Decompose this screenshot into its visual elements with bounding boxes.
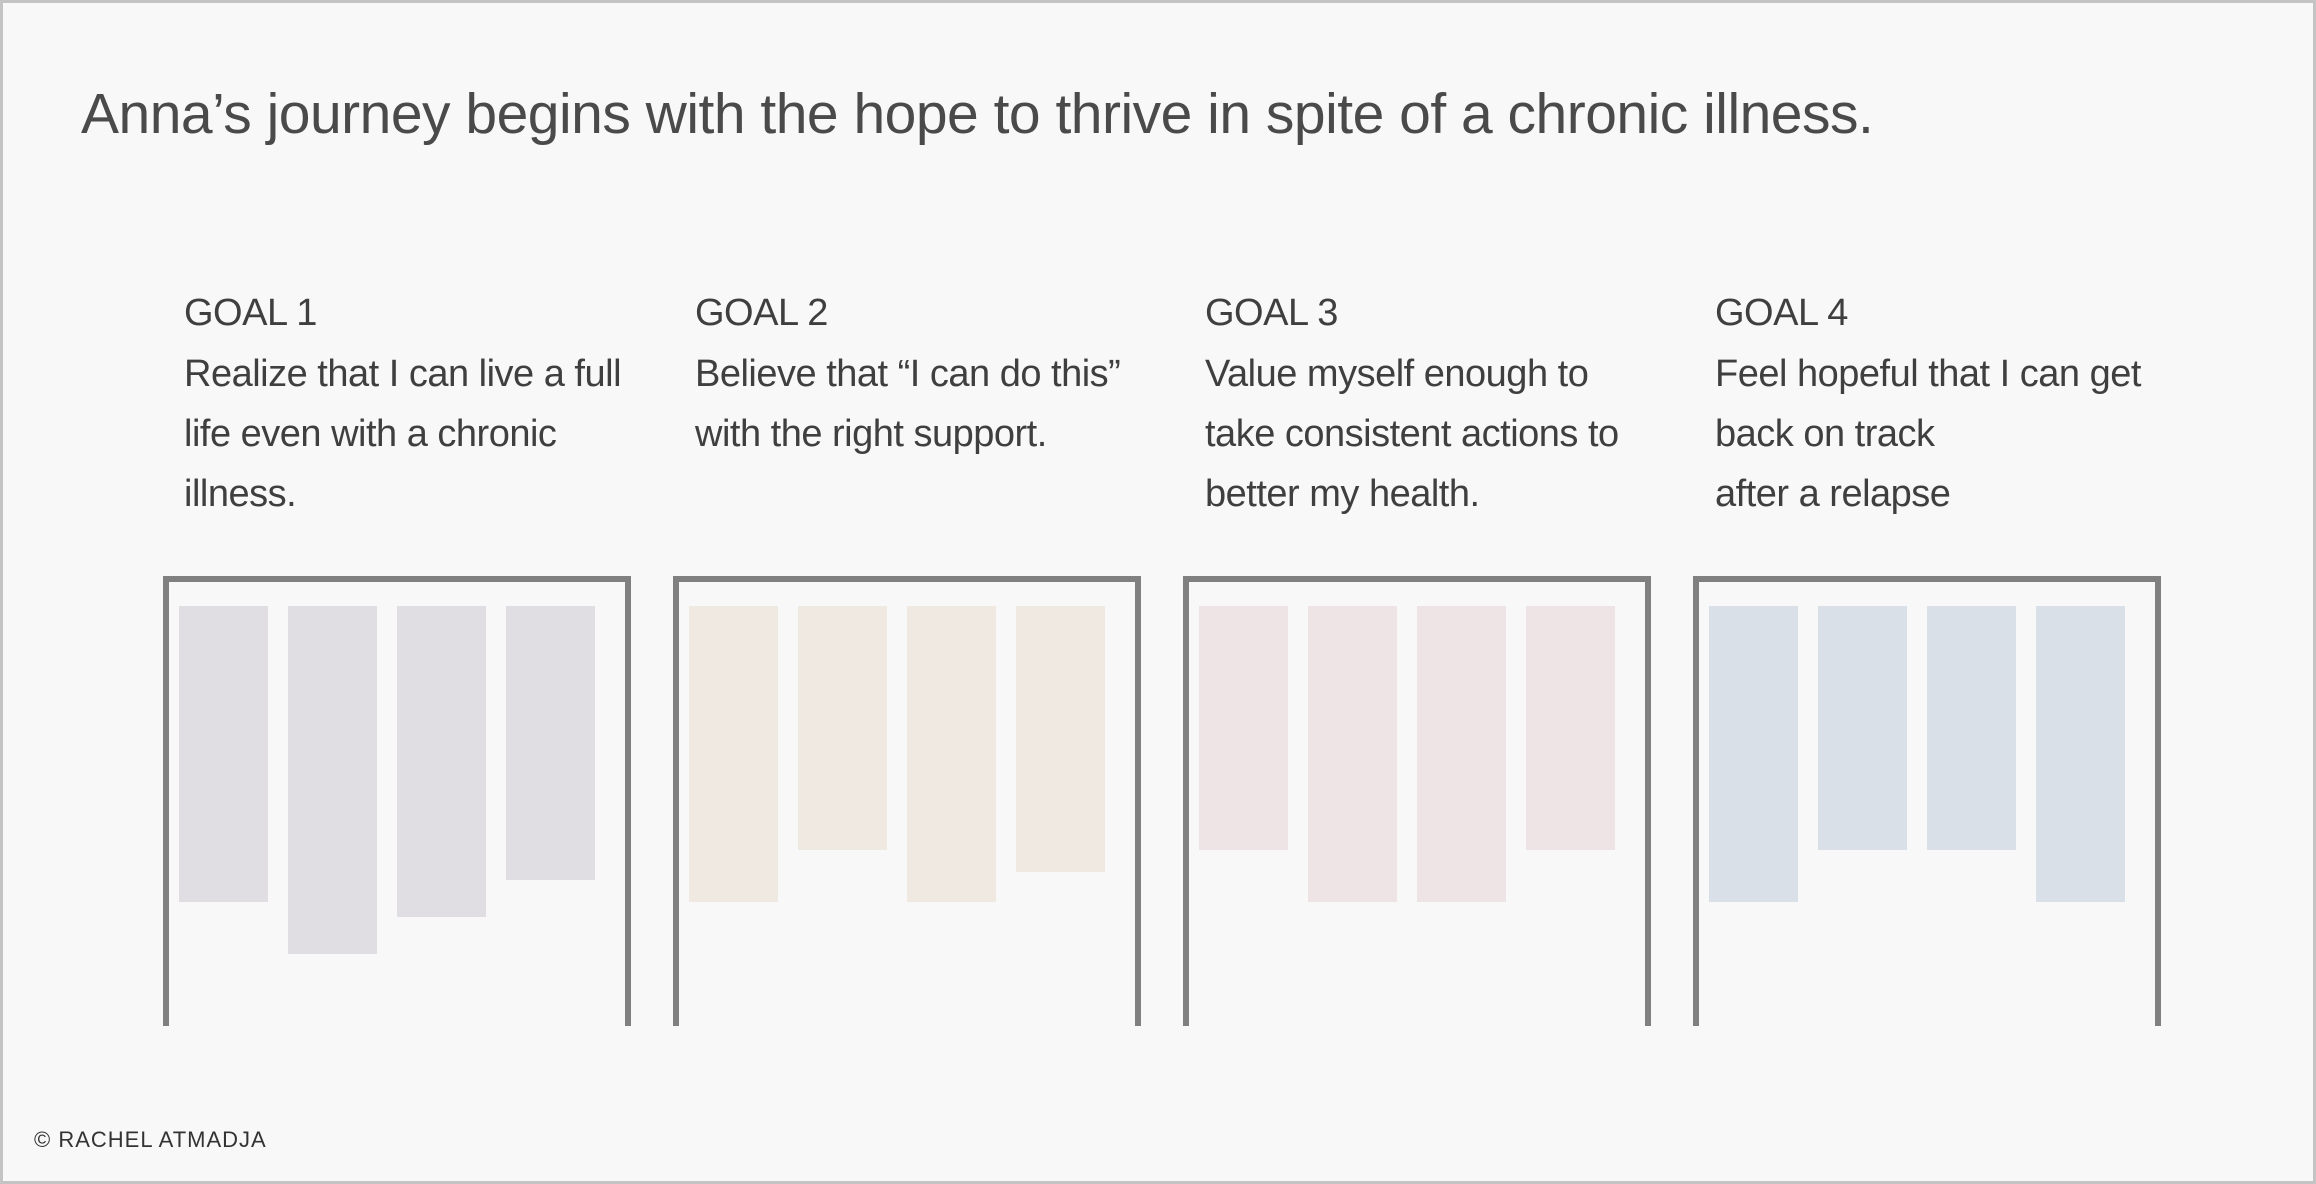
headline: Anna’s journey begins with the hope to t… xyxy=(81,82,1874,146)
goal-1-bar xyxy=(179,606,268,902)
copyright-notice: © RACHEL ATMADJA xyxy=(34,1127,267,1152)
goal-2-header: GOAL 2 Believe that “I can do this” with… xyxy=(695,290,1175,464)
goal-4-text-line: back on track xyxy=(1715,413,1935,455)
goal-3-bar xyxy=(1308,606,1397,902)
goal-2-bracket xyxy=(673,576,1141,1026)
goal-3-label: GOAL 3 xyxy=(1205,292,1338,334)
goal-1-text-line: life even with a chronic xyxy=(184,413,557,455)
goal-3-description: Value myself enough to take consistent a… xyxy=(1205,344,1685,524)
goal-1-bar xyxy=(397,606,486,917)
goal-2-bar xyxy=(689,606,778,902)
goal-1-bracket xyxy=(163,576,631,1026)
goal-4-text-line: Feel hopeful that I can get xyxy=(1715,353,2141,395)
goal-1-bar xyxy=(506,606,595,880)
goal-3-text-line: better my health. xyxy=(1205,473,1480,515)
goal-4-bar xyxy=(1709,606,1798,902)
goal-2-text-line: with the right support. xyxy=(695,413,1047,455)
goal-4-bar xyxy=(1818,606,1907,850)
goal-3-text-line: take consistent actions to xyxy=(1205,413,1619,455)
goal-3-text-line: Value myself enough to xyxy=(1205,353,1589,395)
goal-2-bar xyxy=(798,606,887,850)
goal-2-description: Believe that “I can do this” with the ri… xyxy=(695,344,1175,464)
goal-1-label: GOAL 1 xyxy=(184,292,317,334)
goal-3-header: GOAL 3 Value myself enough to take consi… xyxy=(1205,290,1685,524)
goal-4-bar xyxy=(2036,606,2125,902)
goal-2-label: GOAL 2 xyxy=(695,292,828,334)
goal-1-description: Realize that I can live a full life even… xyxy=(184,344,664,524)
goal-4-bar xyxy=(1927,606,2016,850)
goal-1-bar xyxy=(288,606,377,954)
goal-4-text-line: after a relapse xyxy=(1715,473,1951,515)
goal-3-bar xyxy=(1417,606,1506,902)
goal-3-bar xyxy=(1526,606,1615,850)
goal-3-bracket xyxy=(1183,576,1651,1026)
goal-4-header: GOAL 4 Feel hopeful that I can get back … xyxy=(1715,290,2195,524)
goal-4-bracket xyxy=(1693,576,2161,1026)
goal-4-label: GOAL 4 xyxy=(1715,292,1848,334)
goal-2-text-line: Believe that “I can do this” xyxy=(695,353,1121,395)
goal-1-header: GOAL 1 Realize that I can live a full li… xyxy=(184,290,664,524)
goal-1-text-line: illness. xyxy=(184,473,297,515)
goal-2-bar xyxy=(1016,606,1105,872)
goal-3-bar xyxy=(1199,606,1288,850)
goal-4-description: Feel hopeful that I can get back on trac… xyxy=(1715,344,2195,524)
goal-2-bar xyxy=(907,606,996,902)
goal-1-text-line: Realize that I can live a full xyxy=(184,353,622,395)
